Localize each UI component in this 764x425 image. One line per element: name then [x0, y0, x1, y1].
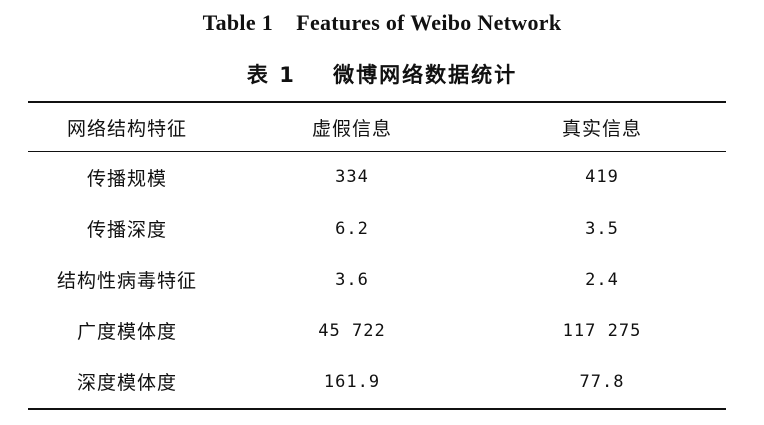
row-real-value: 3.5: [585, 218, 619, 239]
table-top-rule: [28, 101, 726, 103]
table-caption-english: Table 1 Features of Weibo Network: [202, 10, 562, 35]
table-row: 传播深度 6.2 3.5: [28, 203, 726, 254]
row-feature-label: 传播规模: [86, 167, 167, 190]
row-feature-label: 深度模体度: [76, 372, 177, 394]
table-caption-chinese: 表 1 微博网络数据统计: [246, 63, 518, 87]
column-header-feature: 网络结构特征: [66, 117, 187, 140]
column-header-real-info: 真实信息: [561, 117, 642, 140]
row-real-value: 117 275: [562, 320, 642, 341]
row-feature-label: 广度模体度: [76, 321, 177, 343]
table-row: 结构性病毒特征 3.6 2.4: [28, 254, 726, 305]
weibo-network-table: 网络结构特征 虚假信息 真实信息 传播规模 334 419 传播深度 6.2 3…: [28, 103, 726, 407]
row-fake-value: 3.6: [335, 269, 369, 290]
row-feature-label: 传播深度: [86, 219, 167, 241]
row-real-value: 2.4: [585, 269, 619, 290]
table-row: 传播规模 334 419: [28, 151, 726, 203]
table-bottom-rule: [28, 408, 726, 410]
row-fake-value: 161.9: [323, 371, 381, 392]
row-real-value: 419: [585, 167, 619, 187]
table-row: 广度模体度 45 722 117 275: [28, 305, 726, 356]
row-fake-value: 6.2: [335, 218, 369, 239]
row-real-value: 77.8: [579, 371, 625, 392]
table-header-row: 网络结构特征 虚假信息 真实信息: [28, 103, 726, 151]
row-feature-label: 结构性病毒特征: [56, 270, 197, 292]
table-row: 深度模体度 161.9 77.8: [28, 356, 726, 407]
row-fake-value: 45 722: [318, 320, 386, 341]
table-header-rule: [28, 151, 726, 152]
row-fake-value: 334: [335, 167, 369, 187]
column-header-fake-info: 虚假信息: [311, 117, 392, 140]
